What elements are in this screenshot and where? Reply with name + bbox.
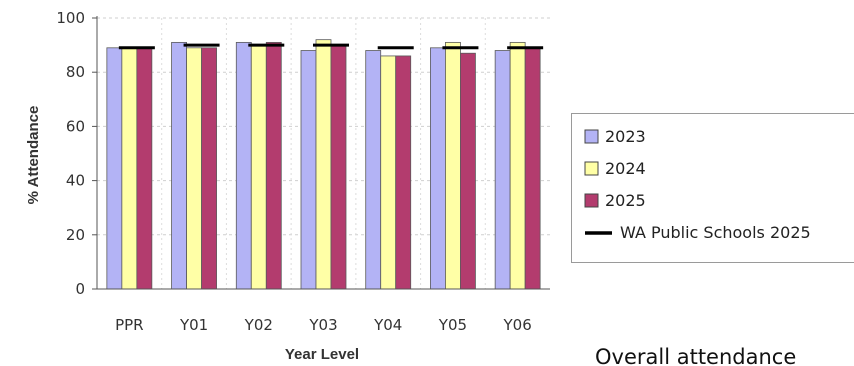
y-tick-label: 20 [66,226,85,244]
y-tick-label: 100 [56,9,85,27]
bar-2023-Y06 [494,50,511,290]
bar-2024-Y06 [509,41,526,290]
x-tick-label: Y05 [438,316,467,334]
bar-2025-Y04 [395,55,412,290]
bar-2024-Y02 [250,44,267,290]
x-tick-label: Y06 [503,316,532,334]
legend-swatch-2024 [584,161,599,176]
y-tick-label: 80 [66,63,85,81]
y-tick-label: 40 [66,172,85,190]
legend-label-2025: 2025 [605,191,646,210]
x-tick-label: Y01 [179,316,208,334]
legend-items: 2023 2024 2025 WA Public Schools 2025 [584,127,811,242]
bar-2025-Y01 [201,47,217,290]
grid-layer [97,17,550,289]
legend-swatch-2023 [584,129,599,144]
legend-label-2023: 2023 [605,127,646,146]
legend-label-2024: 2024 [605,159,646,178]
bars-layer [106,39,541,290]
bar-2024-Y04 [380,55,397,290]
legend-label-reference: WA Public Schools 2025 [620,223,811,242]
legend-swatch-2025 [584,193,599,208]
bar-2023-PPR [106,47,123,290]
x-tick-label: Y03 [308,316,337,334]
bar-2025-Y05 [460,52,476,290]
bar-2025-Y02 [265,41,282,290]
bar-2023-Y01 [171,41,187,290]
x-axis-title: Year Level [285,346,359,363]
bar-2023-Y03 [300,50,317,290]
axis-layer: 0 20 40 60 80 100 PPR Y01 Y02 Y03 Y04 Y05 Y06 [56,9,550,334]
y-axis-title: % Attendance [25,106,42,205]
footer-caption: Overall attendance [595,345,797,366]
legend: 2023 2024 2025 WA Public Schools 2025 [571,113,854,263]
bar-2023-Y02 [235,41,252,290]
reference-layer [118,43,544,50]
bar-2024-PPR [121,47,138,290]
x-tick-label: Y04 [373,316,402,334]
x-tick-label: Y02 [244,316,273,334]
bar-2025-Y03 [330,44,347,290]
bar-2024-Y05 [445,41,461,290]
y-tick-label: 0 [75,280,85,298]
bar-2025-PPR [136,47,153,290]
y-tick-label: 60 [66,117,85,135]
bar-2025-Y06 [524,47,541,290]
x-tick-label: PPR [115,316,144,334]
bar-2024-Y01 [186,47,202,290]
bar-2023-Y04 [365,50,382,290]
bar-2023-Y05 [430,47,446,290]
bar-2024-Y03 [315,39,332,290]
